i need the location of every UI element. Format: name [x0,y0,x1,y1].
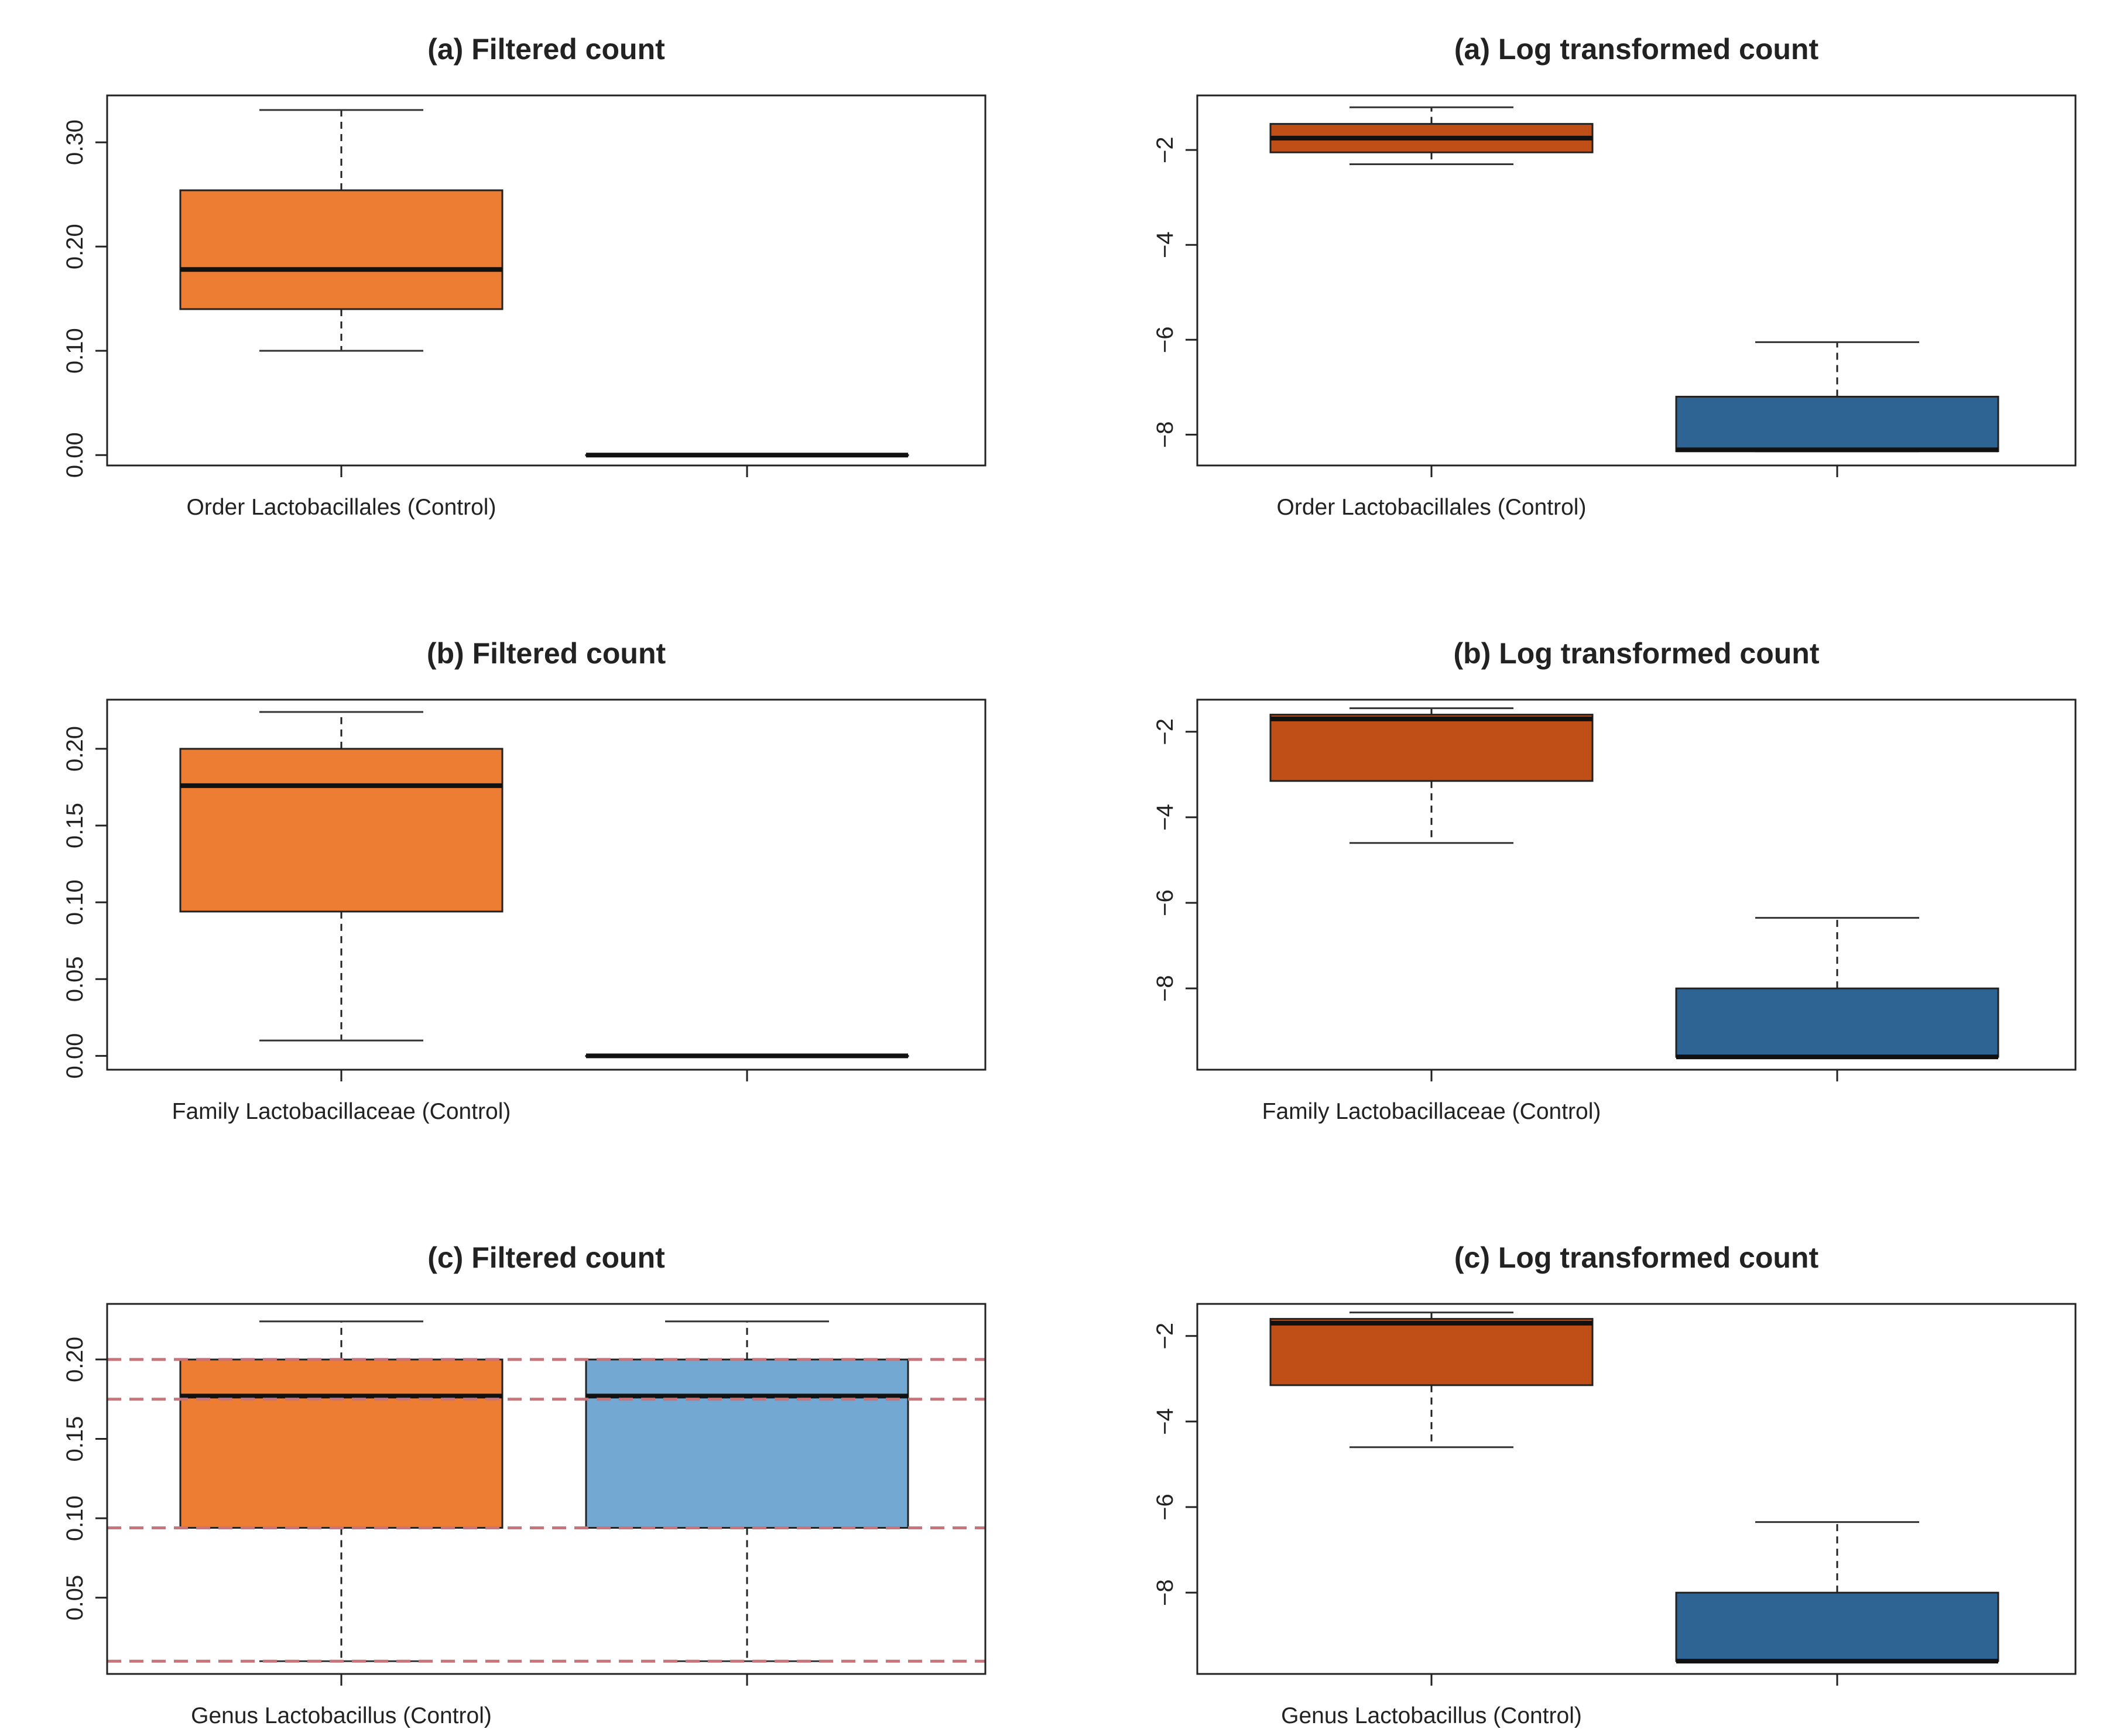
box-1 [179,1320,504,1662]
y-tick-label: −4 [1152,804,1178,831]
y-tick-label: −6 [1152,326,1178,353]
y-tick-label: 0.05 [62,1575,88,1621]
y-tick-label: −8 [1152,422,1178,448]
y-tick-label: 0.20 [62,726,88,772]
box-body [585,1358,909,1529]
box-1 [1269,707,1594,844]
panel-a-filtered: (a) Filtered count Order Lactobacillales… [62,33,987,520]
y-tick-label: 0.00 [62,1033,88,1078]
y-tick-label: −4 [1152,1408,1178,1435]
y-tick-label: −6 [1152,1494,1178,1521]
plot-frame [106,1303,987,1675]
panel-title: (a) Log transformed count [1454,33,1819,66]
y-tick-label: 0.20 [62,1337,88,1382]
box-1 [1269,1312,1594,1449]
plot-area [179,109,909,458]
y-tick-label: 0.30 [62,119,88,165]
x-axis-label: Genus Lactobacillus (Control) [1281,1703,1582,1728]
plot-area [179,711,909,1059]
plot-frame [106,698,987,1071]
box-body [1675,987,1999,1058]
box-body [179,1358,504,1529]
y-tick-label: 0.10 [62,1495,88,1541]
y-tick-label: −2 [1152,718,1178,745]
box-body [1269,1318,1594,1386]
y-tick-label: 0.15 [62,1416,88,1462]
y-tick-label: 0.05 [62,956,88,1002]
panel-title: (a) Filtered count [427,33,665,66]
box-1 [179,711,504,1042]
box-1 [179,109,504,352]
panel-title: (c) Log transformed count [1454,1241,1819,1274]
y-tick-label: −4 [1152,231,1178,258]
panel-b-filtered: (b) Filtered count Family Lactobacillace… [62,637,987,1124]
plot-area [1269,106,1999,453]
panel-title: (b) Log transformed count [1454,637,1820,670]
panel-title: (b) Filtered count [427,637,666,670]
y-tick-label: 0.20 [62,224,88,269]
panel-b-log: (b) Log transformed count Family Lactoba… [1152,637,2077,1124]
box-2 [585,453,909,458]
y-tick-label: 0.10 [62,328,88,374]
box-body [179,748,504,913]
box-2 [1675,1521,1999,1664]
box-body [1675,1591,1999,1662]
y-tick-label: −2 [1152,136,1178,163]
y-tick-label: −6 [1152,889,1178,916]
panel-a-log: (a) Log transformed count Order Lactobac… [1152,33,2077,520]
x-axis-label: Order Lactobacillales (Control) [187,495,496,520]
y-tick-label: −8 [1152,1579,1178,1606]
box-body [1269,714,1594,782]
plot-area [1269,1312,1999,1664]
x-axis-label: Order Lactobacillales (Control) [1277,495,1587,520]
plot-frame [1196,698,2077,1071]
plot-frame [106,94,987,467]
box-2 [585,1320,909,1662]
plot-frame [1196,1303,2077,1675]
plot-frame [1196,94,2077,467]
panel-title: (c) Filtered count [427,1241,665,1274]
box-1 [1269,106,1594,165]
x-axis-label: Genus Lactobacillus (Control) [191,1703,492,1728]
box-2 [1675,341,1999,453]
plot-area [107,1320,985,1663]
y-tick-label: 0.00 [62,432,88,478]
x-axis-label: Family Lactobacillaceae (Control) [172,1099,511,1124]
box-2 [1675,917,1999,1060]
y-tick-label: −8 [1152,975,1178,1002]
x-axis-label: Family Lactobacillaceae (Control) [1262,1099,1601,1124]
panel-c-log: (c) Log transformed count Genus Lactobac… [1152,1241,2077,1728]
y-tick-label: 0.10 [62,879,88,925]
y-tick-label: 0.15 [62,803,88,848]
box-body [1675,396,1999,453]
plot-area [1269,707,1999,1060]
box-body [179,189,504,310]
y-tick-label: −2 [1152,1323,1178,1350]
panel-c-filtered: (c) Filtered count Genus Lactobacillus (… [62,1241,987,1728]
